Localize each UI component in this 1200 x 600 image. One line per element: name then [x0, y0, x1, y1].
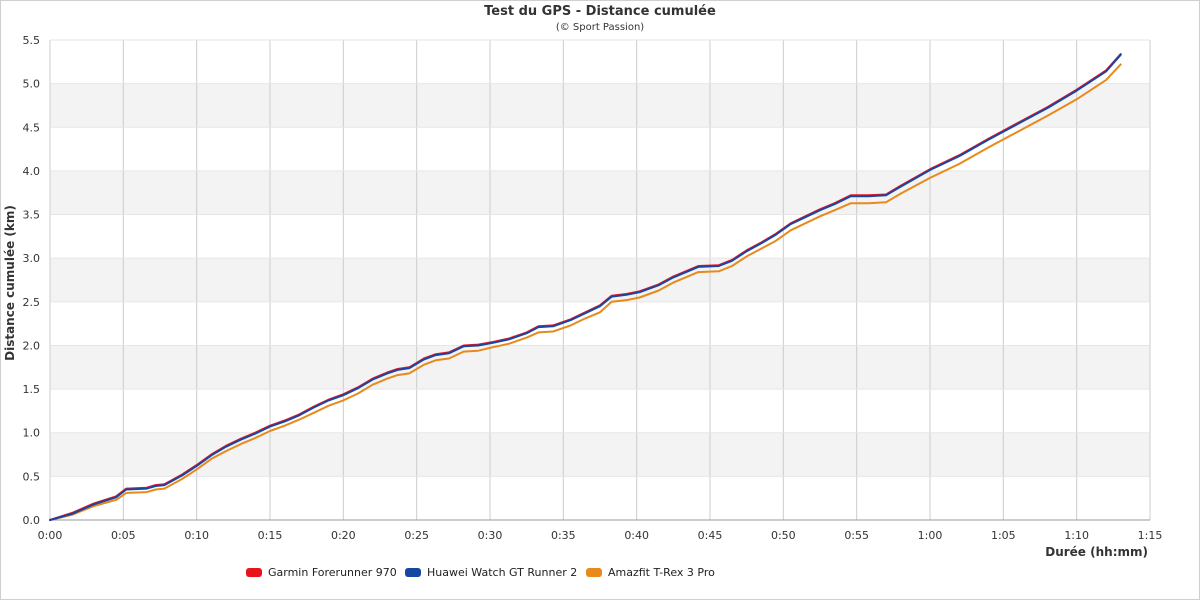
x-tick-label: 1:05: [991, 529, 1016, 542]
series-lines: [49, 53, 1122, 521]
plot-band: [50, 83, 1150, 128]
x-tick-label: 0:05: [111, 529, 136, 542]
x-tick-labels: 0:00 0:05 0:10 0:15 0:20 0:25 0:30 0:35 0:40 0:45…: [38, 529, 1163, 542]
legend-swatch: [246, 568, 262, 577]
plot-band: [50, 432, 1150, 477]
legend-label: Garmin Forerunner 970: [268, 566, 397, 579]
legend-label: Amazfit T-Rex 3 Pro: [608, 566, 715, 579]
x-tick-label: 0:35: [551, 529, 576, 542]
legend-swatch: [405, 568, 421, 577]
legend-item-1: Huawei Watch GT Runner 2: [405, 566, 577, 579]
y-tick-label: 1.0: [23, 427, 41, 440]
chart-subtitle: (© Sport Passion): [556, 22, 644, 33]
legend-item-0: Garmin Forerunner 970: [246, 566, 397, 579]
y-tick-label: 5.5: [23, 34, 41, 47]
y-tick-label: 3.0: [23, 252, 41, 265]
x-tick-label: 0:20: [331, 529, 356, 542]
plot-bands: [50, 40, 1150, 520]
chart-title: Test du GPS - Distance cumulée: [484, 4, 716, 19]
x-axis-label: Durée (hh:mm): [1045, 545, 1148, 559]
legend-label: Huawei Watch GT Runner 2: [427, 566, 577, 579]
x-tick-label: 0:15: [258, 529, 283, 542]
y-tick-label: 2.0: [23, 339, 41, 352]
x-tick-label: 1:00: [918, 529, 943, 542]
legend: Garmin Forerunner 970 Huawei Watch GT Run…: [246, 566, 715, 579]
legend-item-2: Amazfit T-Rex 3 Pro: [586, 566, 715, 579]
y-tick-label: 2.5: [23, 296, 41, 309]
series-line-1: [49, 53, 1122, 521]
plot-band: [50, 258, 1150, 302]
series-line-2: [49, 63, 1122, 521]
x-tick-label: 0:50: [771, 529, 796, 542]
x-tick-label: 1:10: [1064, 529, 1089, 542]
legend-swatch: [586, 568, 602, 577]
y-axis-label: Distance cumulée (km): [3, 205, 17, 361]
plot-band: [50, 170, 1150, 215]
y-tick-label: 1.5: [23, 383, 41, 396]
y-tick-label: 5.0: [23, 78, 41, 91]
x-tick-label: 0:25: [404, 529, 429, 542]
x-tick-label: 0:30: [478, 529, 503, 542]
y-tick-label: 0.5: [23, 470, 41, 483]
y-tick-label: 0.0: [23, 514, 41, 527]
y-tick-label: 4.0: [23, 165, 41, 178]
x-tick-label: 0:10: [184, 529, 209, 542]
plot-band: [50, 345, 1150, 390]
x-tick-label: 0:55: [844, 529, 869, 542]
grid-lines: [49, 39, 1151, 521]
y-tick-label: 4.5: [23, 121, 41, 134]
y-tick-label: 3.5: [23, 209, 41, 222]
x-tick-label: 1:15: [1138, 529, 1163, 542]
x-tick-label: 0:00: [38, 529, 63, 542]
x-tick-label: 0:45: [698, 529, 723, 542]
x-tick-label: 0:40: [624, 529, 649, 542]
y-tick-labels: 0.0 0.5 1.0 1.5 2.0 2.5 3.0 3.5 4.0 4.5 5.0 5.5: [23, 34, 41, 527]
